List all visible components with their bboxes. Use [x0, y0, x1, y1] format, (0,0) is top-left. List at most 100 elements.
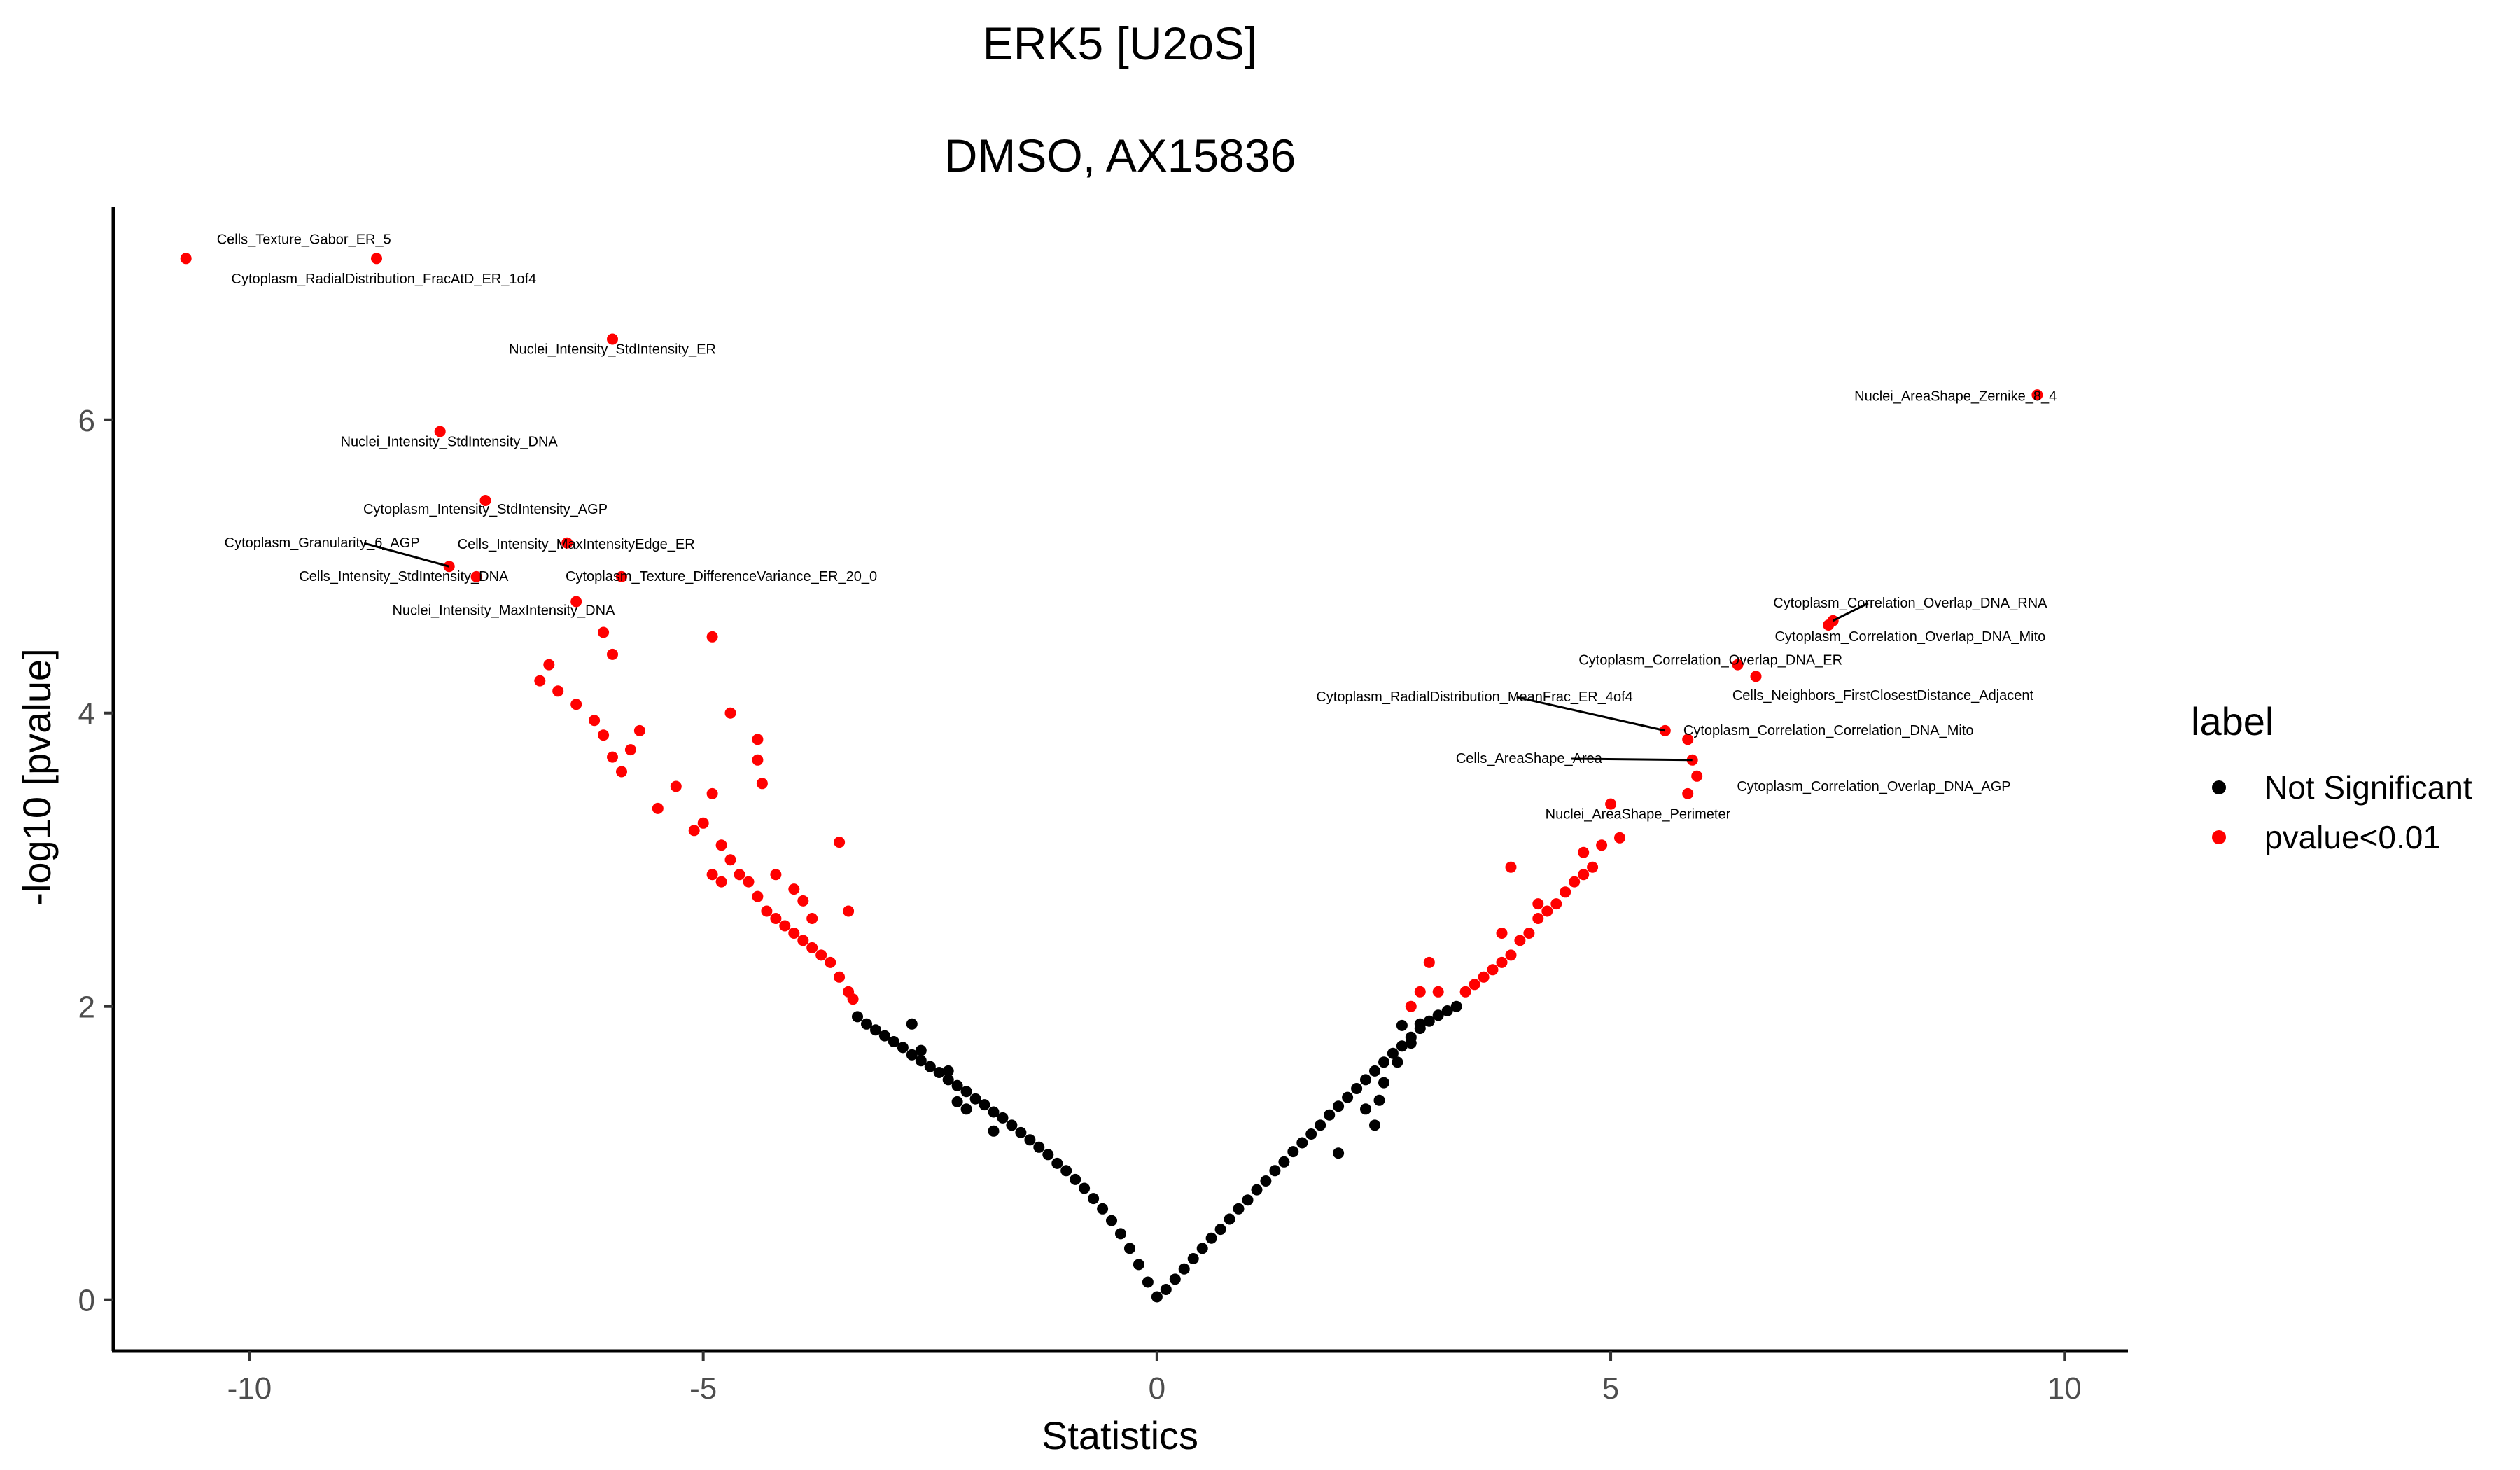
data-point	[942, 1065, 954, 1077]
data-point	[843, 905, 855, 917]
data-point	[1333, 1147, 1345, 1159]
data-point	[434, 426, 446, 438]
data-point	[534, 675, 546, 687]
data-point	[1024, 1134, 1036, 1146]
data-point	[479, 495, 491, 506]
data-point	[1142, 1276, 1154, 1288]
point-label: Cells_Intensity_MaxIntensityEdge_ER	[458, 537, 695, 552]
data-point	[779, 920, 791, 932]
data-point	[607, 751, 618, 763]
point-label: Cytoplasm_Correlation_Overlap_DNA_AGP	[1737, 779, 2010, 794]
point-labels: Cells_Texture_Gabor_ER_5 Cytoplasm_Radial…	[217, 232, 2057, 822]
data-point	[788, 883, 800, 895]
data-point	[1051, 1157, 1063, 1169]
data-point	[706, 788, 718, 799]
data-point	[752, 734, 764, 746]
label-leader-line	[1571, 757, 1693, 762]
data-point	[1205, 1232, 1217, 1244]
data-point	[1378, 1056, 1390, 1068]
data-point	[915, 1044, 927, 1056]
data-point	[861, 1018, 872, 1030]
data-point	[761, 905, 773, 917]
data-point	[634, 724, 645, 736]
data-point	[942, 1074, 954, 1086]
data-point	[1278, 1156, 1290, 1168]
data-point	[1115, 1228, 1126, 1240]
data-point	[834, 836, 846, 848]
data-point	[624, 744, 636, 756]
data-point	[1423, 956, 1435, 968]
data-point	[1550, 898, 1562, 910]
data-point	[1682, 734, 1694, 746]
data-point	[752, 754, 764, 766]
data-point	[797, 895, 809, 906]
data-point	[1460, 986, 1471, 997]
data-point	[1587, 861, 1599, 873]
data-point	[1496, 927, 1508, 939]
x-tick-label: 10	[2047, 1371, 2082, 1406]
data-point	[1315, 1119, 1326, 1131]
data-point	[979, 1099, 990, 1111]
point-label: Cytoplasm_Granularity_6_AGP	[225, 536, 420, 551]
data-point	[1070, 1173, 1082, 1185]
data-point	[1505, 861, 1517, 873]
data-point	[1578, 846, 1590, 858]
legend: label Not Significant pvalue<0.01	[2191, 699, 2472, 855]
axis-ticks: -10 -5 0 5 10 0 2 4 6	[78, 404, 2082, 1406]
data-point	[870, 1024, 881, 1036]
data-point	[1387, 1047, 1399, 1059]
data-point	[1042, 1149, 1054, 1161]
data-point	[915, 1055, 927, 1067]
chart-title: ERK5 [U2oS]	[983, 18, 1258, 69]
data-point	[951, 1096, 963, 1107]
data-point	[756, 778, 768, 790]
data-point	[715, 839, 727, 851]
label-leader-line	[1833, 602, 1869, 622]
data-point	[734, 869, 746, 881]
data-point	[816, 949, 827, 961]
data-point	[1478, 971, 1490, 983]
data-point	[706, 869, 718, 881]
point-label: Cytoplasm_Correlation_Overlap_DNA_RNA	[1773, 596, 2047, 611]
label-leader-line	[363, 542, 450, 568]
data-point	[1060, 1165, 1072, 1177]
data-point	[1296, 1137, 1308, 1149]
point-label: Cytoplasm_Correlation_Overlap_DNA_ER	[1578, 653, 1842, 668]
data-point	[1015, 1126, 1027, 1138]
data-point	[1124, 1242, 1135, 1254]
data-point	[878, 1030, 890, 1042]
data-point	[180, 253, 192, 265]
data-point	[1224, 1213, 1236, 1225]
data-point	[598, 729, 610, 741]
data-point	[1342, 1091, 1354, 1103]
data-point	[988, 1125, 1000, 1137]
data-point	[1287, 1146, 1299, 1158]
data-point	[543, 659, 555, 671]
legend-label-not-significant: Not Significant	[2264, 769, 2472, 806]
data-point	[570, 596, 582, 608]
data-point	[1097, 1203, 1109, 1214]
data-point	[1369, 1119, 1380, 1131]
data-point	[1505, 949, 1517, 961]
data-point	[1432, 1009, 1444, 1021]
data-point	[1432, 986, 1444, 997]
point-label: Cells_AreaShape_Area	[1456, 751, 1603, 766]
data-point	[1450, 1000, 1462, 1012]
chart-subtitle: DMSO, AX15836	[944, 130, 1296, 181]
data-point	[997, 1112, 1009, 1124]
legend-title: label	[2191, 699, 2274, 743]
point-label: Nuclei_AreaShape_Zernike_8_4	[1854, 389, 2057, 405]
data-point	[607, 648, 618, 660]
data-point	[1251, 1184, 1263, 1196]
x-tick-label: -10	[227, 1371, 272, 1406]
data-point	[1396, 1019, 1408, 1031]
data-point	[1541, 905, 1553, 917]
data-point	[616, 766, 627, 778]
data-point	[1682, 788, 1694, 799]
data-point	[1260, 1175, 1272, 1186]
data-point	[652, 802, 664, 814]
data-point	[715, 876, 727, 888]
data-point	[1691, 770, 1703, 782]
data-point	[1360, 1074, 1371, 1086]
